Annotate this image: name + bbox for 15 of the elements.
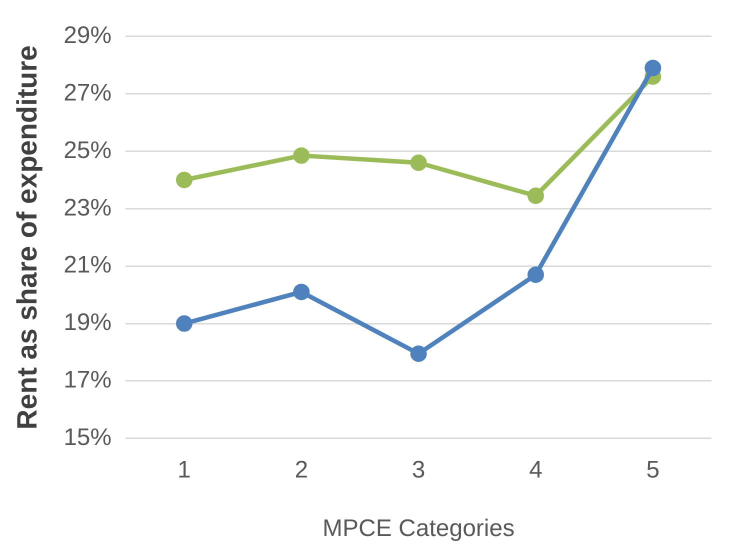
x-tick-label: 5	[646, 456, 660, 484]
x-tick-label: 3	[412, 456, 426, 484]
y-tick-label: 15%	[64, 424, 112, 452]
x-tick-label: 4	[529, 456, 542, 484]
y-axis-title: Rent as share of expenditure	[12, 45, 43, 430]
y-tick-label: 21%	[64, 252, 112, 279]
y-tick-label: 17%	[64, 366, 112, 394]
y-tick-label: 29%	[64, 22, 112, 50]
y-tick-label: 27%	[64, 79, 112, 106]
x-axis-title: MPCE Categories	[322, 515, 515, 542]
x-tick-label: 2	[294, 456, 308, 484]
y-tick-label: 23%	[64, 194, 112, 222]
y-tick-label: 19%	[64, 309, 112, 336]
x-tick-label: 1	[178, 456, 191, 484]
y-tick-label: 25%	[64, 136, 112, 164]
